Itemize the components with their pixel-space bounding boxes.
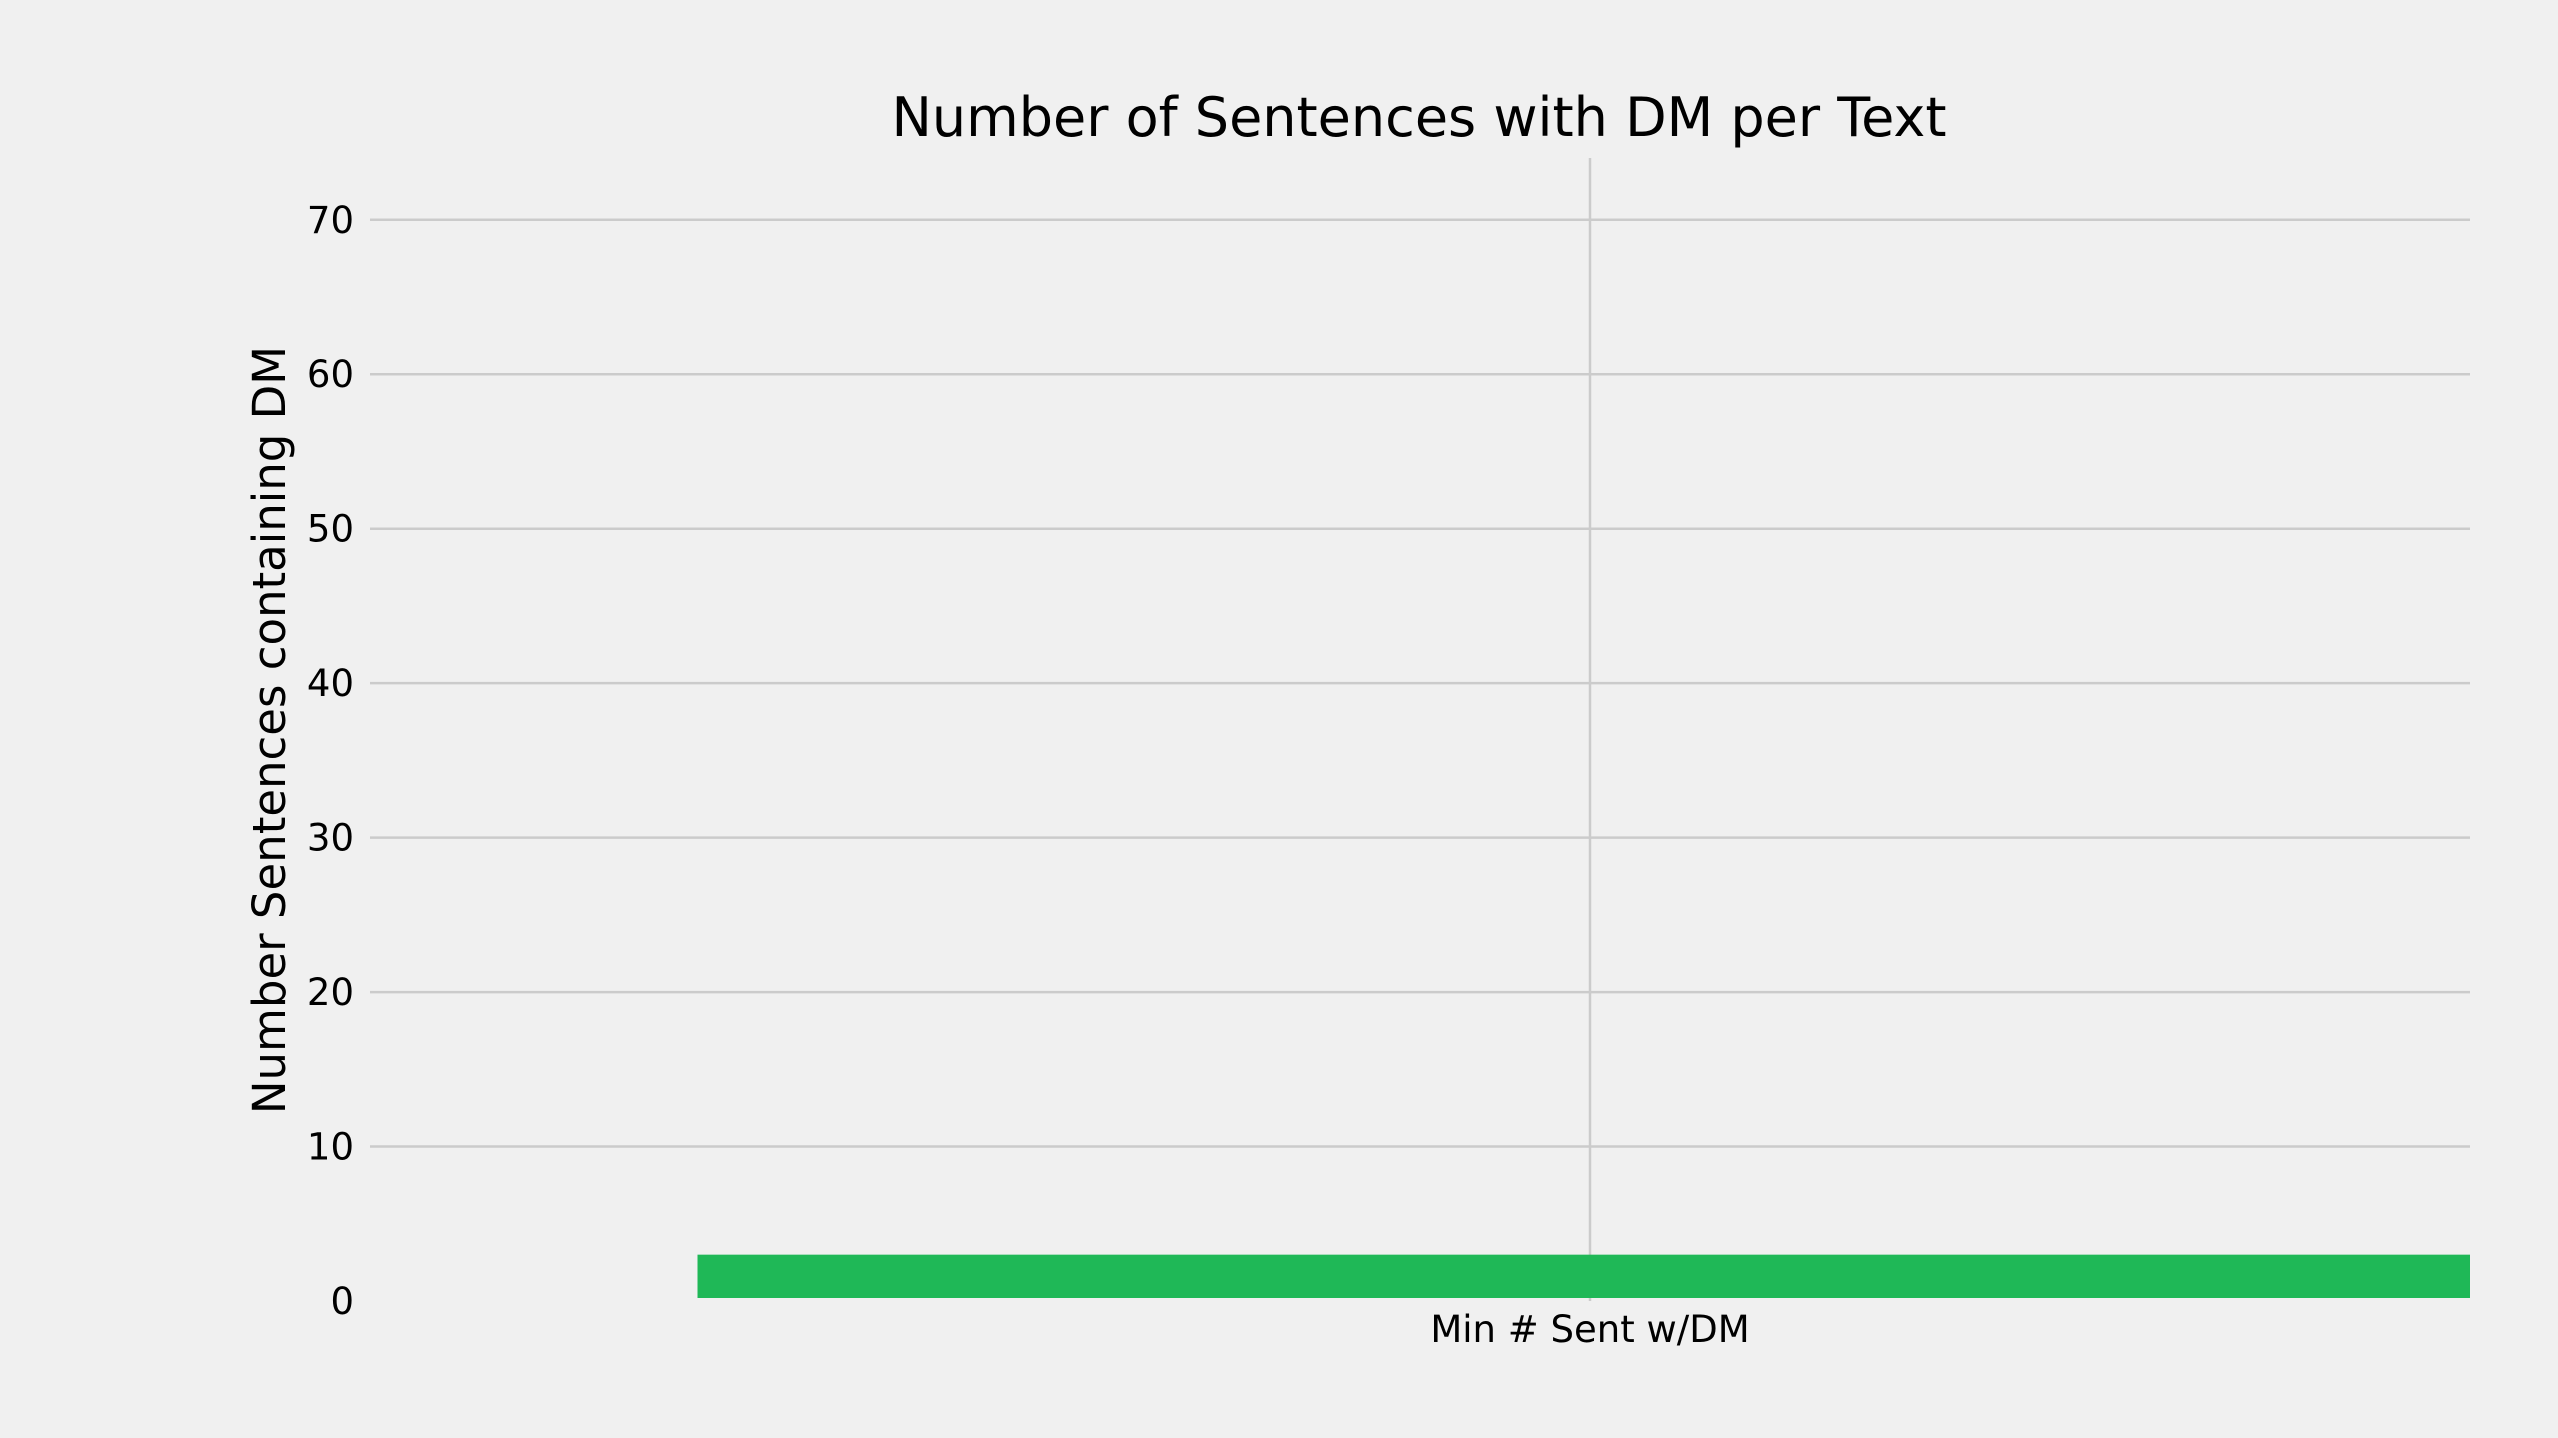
x-axis-ticks: Min # Sent w/DM (1430, 1308, 1749, 1351)
gridlines (370, 158, 2470, 1301)
y-tick-label: 40 (307, 662, 354, 705)
x-tick-label: Min # Sent w/DM (1430, 1308, 1749, 1351)
y-tick-label: 60 (307, 353, 354, 396)
y-tick-label: 30 (307, 817, 354, 860)
y-tick-label: 10 (307, 1126, 354, 1169)
y-tick-label: 70 (307, 199, 354, 242)
chart-title: Number of Sentences with DM per Text (891, 86, 1946, 149)
y-axis-label: Number Sentences containing DM (243, 346, 296, 1114)
y-tick-label: 0 (330, 1280, 354, 1323)
bar (697, 1254, 2470, 1298)
bars (697, 1254, 2470, 1298)
y-tick-label: 50 (307, 508, 354, 551)
y-axis-ticks: 0 10 20 30 40 50 60 70 (307, 199, 354, 1323)
y-tick-label: 20 (307, 971, 354, 1014)
